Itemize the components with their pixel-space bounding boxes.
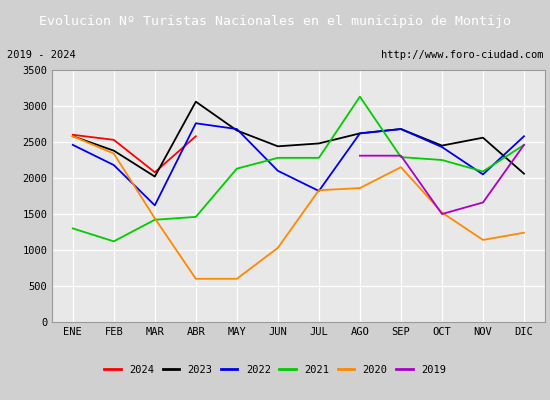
- Text: Evolucion Nº Turistas Nacionales en el municipio de Montijo: Evolucion Nº Turistas Nacionales en el m…: [39, 15, 511, 28]
- Text: http://www.foro-ciudad.com: http://www.foro-ciudad.com: [381, 50, 543, 60]
- Legend: 2024, 2023, 2022, 2021, 2020, 2019: 2024, 2023, 2022, 2021, 2020, 2019: [100, 361, 450, 379]
- Text: 2019 - 2024: 2019 - 2024: [7, 50, 75, 60]
